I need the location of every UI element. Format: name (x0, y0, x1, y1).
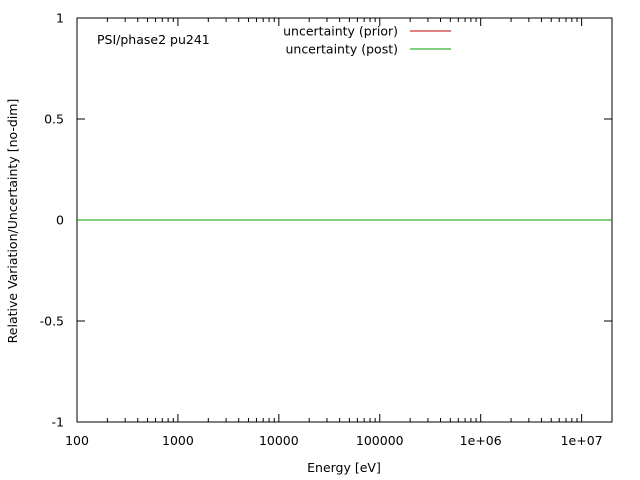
ticks: 100 1000 10000 100000 1e+06 1e+07 1 0.5 0 -0.5 -1 (40, 11, 612, 448)
x-tick-label: 1e+07 (561, 433, 603, 448)
legend-label-1: uncertainty (post) (285, 42, 398, 57)
legend-label-0: uncertainty (prior) (283, 24, 398, 39)
x-tick-label: 10000 (259, 433, 299, 448)
y-tick-label: 1 (56, 11, 64, 26)
y-tick-label: -1 (52, 415, 64, 430)
y-tick-label: 0 (56, 213, 64, 228)
legend: uncertainty (prior) uncertainty (post) (283, 24, 451, 57)
y-tick-label: 0.5 (44, 112, 64, 127)
y-tick-label: -0.5 (40, 314, 64, 329)
y-axis-label: Relative Variation/Uncertainty [no-dim] (5, 99, 20, 344)
x-tick-label: 1000 (162, 433, 194, 448)
x-tick-label: 100 (65, 433, 89, 448)
plot-annotation: PSI/phase2 pu241 (97, 32, 210, 47)
x-tick-label: 1e+06 (460, 433, 502, 448)
x-tick-label: 100000 (356, 433, 404, 448)
x-axis-label: Energy [eV] (307, 460, 381, 475)
